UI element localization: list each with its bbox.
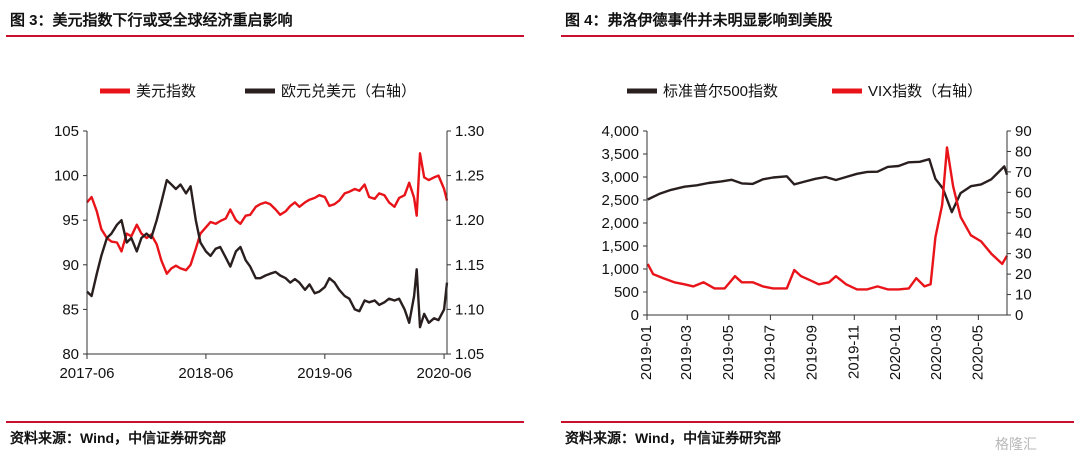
x-tick-label: 2019-06 [297,365,352,382]
left-tick-label: 1,500 [601,238,639,255]
x-tick-label: 2019-11 [845,325,862,379]
x-tick-label: 2020-06 [417,365,472,382]
right-tick-label: 70 [1015,164,1032,181]
right-tick-label: 50 [1015,205,1032,222]
left-tick-label: 3,500 [601,146,639,163]
dollar-index-chart: 美元指数 欧元兑美元（右轴） 80 85 90 95 100 105 1.05 1.10 1.15 1… [54,83,484,382]
legend-label: 标准普尔500指数 [663,83,778,100]
title-rule [561,35,1074,37]
x-tick-label: 2020-01 [887,325,904,380]
x-tick-label: 2020-05 [969,325,986,380]
right-tick-label: 1.30 [455,123,484,140]
x-tick-label: 2017-06 [59,365,114,382]
right-tick-label: 1.20 [455,212,484,229]
right-tick-label: 1.25 [455,168,484,185]
right-tick-label: 90 [1015,123,1032,140]
legend-label: 美元指数 [136,83,196,100]
left-tick-label: 2,000 [601,215,639,232]
watermark-logo: 格隆汇 [995,436,1037,452]
series-line-left [647,157,1009,214]
left-tick-label: 0 [631,307,639,324]
right-tick-label: 60 [1015,184,1032,201]
x-tick-label: 2019-09 [804,325,821,380]
source-rule [561,421,1074,423]
left-tick-label: 95 [62,212,79,229]
left-tick-label: 80 [62,346,79,363]
x-tick-label: 2019-03 [678,325,695,380]
right-tick-label: 0 [1015,307,1023,324]
figure-source: 资料来源：Wind，中信证券研究部 [565,430,782,446]
figure-panel-left: 图 3：美元指数下行或受全球经济重启影响 美元指数 欧元兑美元（右轴） 80 85 90… [0,0,530,459]
right-tick-label: 40 [1015,225,1032,242]
right-tick-label: 10 [1015,287,1032,304]
series-line-left [86,152,449,275]
legend-label: VIX指数（右轴） [868,83,982,100]
right-tick-label: 1.15 [455,257,484,274]
title-rule [6,35,524,37]
right-tick-label: 1.10 [455,301,484,318]
left-tick-label: 2,500 [601,192,639,209]
right-tick-label: 1.05 [455,346,484,363]
left-tick-label: 105 [54,123,79,140]
left-tick-label: 3,000 [601,169,639,186]
right-tick-label: 20 [1015,266,1032,283]
left-tick-label: 500 [614,284,639,301]
sp500-vix-chart: 标准普尔500指数 VIX指数（右轴）05001,0001,5002,0002,5… [601,83,1032,380]
source-rule [6,421,524,423]
left-tick-label: 85 [62,301,79,318]
figure-title: 图 3：美元指数下行或受全球经济重启影响 [10,12,293,29]
left-tick-label: 90 [62,257,79,274]
series-line-right [646,146,1009,291]
right-tick-label: 80 [1015,143,1032,160]
left-tick-label: 100 [54,168,79,185]
x-tick-label: 2020-03 [928,325,945,380]
legend-label: 欧元兑美元（右轴） [281,83,416,100]
series-line-right [86,178,449,329]
figure-title: 图 4：弗洛伊德事件并未明显影响到美股 [565,12,833,29]
x-tick-label: 2019-01 [638,325,655,380]
x-tick-label: 2019-07 [761,325,778,380]
x-tick-label: 2019-05 [720,325,737,380]
x-tick-label: 2018-06 [178,365,233,382]
figure-source: 资料来源：Wind，中信证券研究部 [10,430,227,446]
figure-panel-right: 图 4：弗洛伊德事件并未明显影响到美股 标准普尔500指数 VIX指数（右轴） 0 5… [555,0,1080,459]
left-tick-label: 1,000 [601,261,639,278]
right-tick-label: 30 [1015,246,1032,263]
left-tick-label: 4,000 [601,123,639,140]
